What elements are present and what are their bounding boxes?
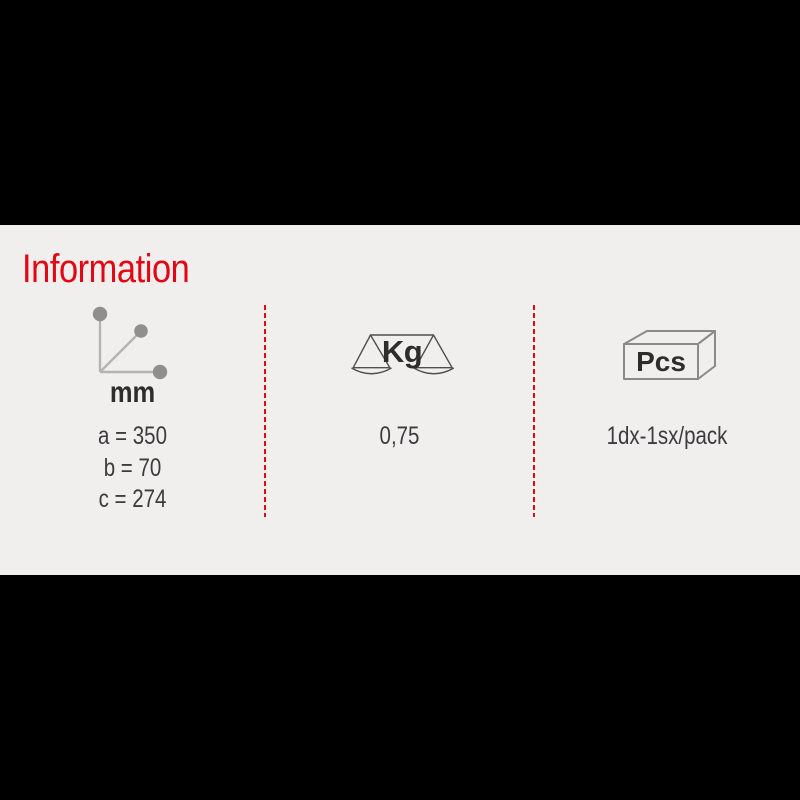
box-outline <box>623 330 716 380</box>
dimensions-mm-icon <box>92 306 168 380</box>
dimension-c-value: c = 274 <box>98 485 167 513</box>
dimension-endpoint-dots <box>92 306 168 380</box>
dimensions-values: a = 350 b = 70 c = 274 <box>0 421 265 516</box>
weight-unit-label: Kg <box>381 334 421 369</box>
weight-kg-icon: Kg <box>350 334 454 375</box>
column-divider <box>533 305 535 517</box>
dimension-a-value: a = 350 <box>98 422 167 450</box>
package-unit-label: Pcs <box>636 346 686 377</box>
scale-outline <box>350 334 454 375</box>
weight-value: 0,75 <box>379 422 420 450</box>
package-pcs-icon: Pcs <box>623 330 716 380</box>
column-divider <box>264 305 266 517</box>
information-panel: Information mm a = 350 b = 70 c = 27 <box>0 225 800 575</box>
weight-values: 0,75 <box>265 421 534 453</box>
packaging-column: Pcs 1dx-1sx/pack <box>534 225 800 575</box>
panel-title: Information <box>22 247 190 291</box>
weight-column: Kg 0,75 <box>265 225 534 575</box>
packaging-value: 1dx-1sx/pack <box>606 422 728 450</box>
packaging-values: 1dx-1sx/pack <box>534 421 800 453</box>
dimensions-unit-label: mm <box>109 376 156 409</box>
dimension-axis-lines <box>98 320 156 374</box>
dimension-b-value: b = 70 <box>103 453 162 482</box>
dimensions-column: mm a = 350 b = 70 c = 274 <box>0 225 265 575</box>
